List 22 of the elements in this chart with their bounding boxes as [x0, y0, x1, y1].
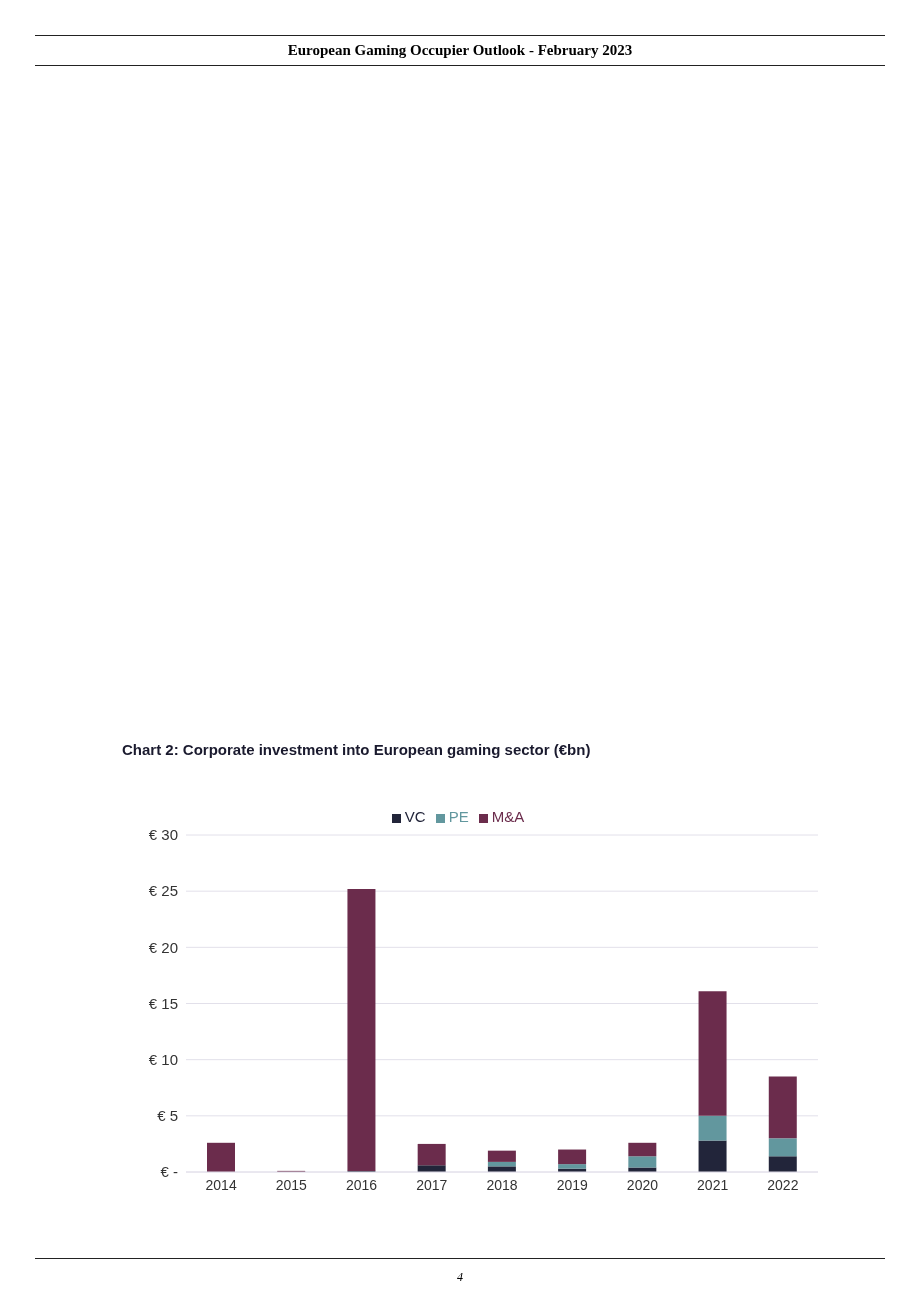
legend-label: M&A: [491, 808, 525, 825]
y-tick-label: € 25: [148, 882, 178, 900]
legend-label: VC: [404, 808, 426, 825]
x-tick-label: 2017: [416, 1176, 448, 1193]
x-tick-label: 2019: [556, 1176, 588, 1193]
x-tick-label: 2018: [486, 1176, 518, 1193]
y-tick-label: € -: [160, 1163, 178, 1181]
x-tick-label: 2015: [275, 1176, 308, 1193]
x-tick-label: 2022: [767, 1176, 799, 1193]
text: European Gaming Occupier Outlook - February 2023: [35, 35, 885, 66]
y-tick-label: € 5: [157, 1107, 178, 1125]
chart-title: Chart 2: Corporate investment into European gaming sector (€bn): [122, 741, 591, 758]
y-tick-label: € 15: [148, 994, 178, 1012]
text: 4: [456, 1270, 464, 1285]
y-tick-label: € 30: [148, 826, 178, 844]
x-tick-label: 2014: [205, 1176, 237, 1193]
y-tick-label: € 10: [148, 1050, 178, 1068]
y-tick-label: € 20: [148, 938, 178, 956]
x-tick-label: 2020: [626, 1176, 659, 1193]
x-tick-label: 2021: [697, 1176, 729, 1193]
x-tick-label: 2016: [345, 1176, 378, 1193]
legend-label: PE: [448, 808, 469, 825]
